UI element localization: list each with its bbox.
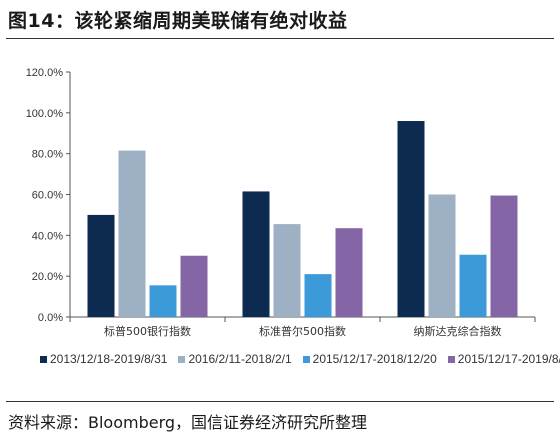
bar-chart: 0.0% 20.0% 40.0% 60.0% 80.0% 100.0% 120.0% 标普50… (26, 67, 536, 338)
legend-label: 2015/12/17-2019/8/31 (457, 352, 560, 366)
bar (180, 255, 208, 317)
legend-swatch (178, 355, 186, 363)
legend-item: 2016/2/11-2018/2/1 (178, 352, 292, 366)
category-label: 纳斯达克综合指数 (414, 324, 502, 338)
category-label: 标普500银行指数 (104, 324, 191, 338)
y-tick-label: 0.0% (38, 312, 63, 324)
y-tick-label: 20.0% (32, 271, 63, 283)
legend-item: 2013/12/18-2019/8/31 (40, 352, 167, 366)
bar (335, 228, 363, 317)
legend-label: 2013/12/18-2019/8/31 (50, 352, 168, 366)
bar (242, 191, 270, 317)
source-rule (6, 401, 554, 402)
bar (428, 194, 456, 317)
bar (459, 254, 487, 317)
y-tick-label: 120.0% (26, 67, 64, 79)
legend-swatch (40, 355, 47, 363)
y-tick-label: 40.0% (32, 230, 63, 242)
y-tick-label: 100.0% (26, 108, 64, 120)
figure-title: 图14：该轮紧缩周期美联储有绝对收益 (8, 10, 348, 32)
title-rule (6, 38, 554, 39)
legend-swatch (302, 355, 310, 363)
bar (304, 274, 332, 317)
legend-item: 2015/12/17-2018/12/20 (302, 352, 437, 366)
legend-label: 2015/12/17-2018/12/20 (312, 352, 437, 366)
legend-swatch (447, 355, 455, 363)
legend-label: 2016/2/11-2018/2/1 (188, 352, 292, 366)
bar (149, 285, 177, 317)
bar (273, 224, 301, 317)
category-label: 标准普尔500指数 (259, 324, 346, 338)
source-note: 资料来源：Bloomberg，国信证券经济研究所整理 (8, 413, 368, 432)
bar (490, 195, 518, 317)
y-tick-label: 80.0% (32, 149, 63, 161)
chart-legend: 2013/12/18-2019/8/31 2016/2/11-2018/2/1 20… (40, 352, 560, 366)
bar (87, 214, 115, 317)
bar (397, 121, 425, 317)
y-tick-label: 60.0% (32, 190, 63, 202)
bar (118, 150, 146, 317)
legend-item: 2015/12/17-2019/8/31 (447, 352, 560, 366)
